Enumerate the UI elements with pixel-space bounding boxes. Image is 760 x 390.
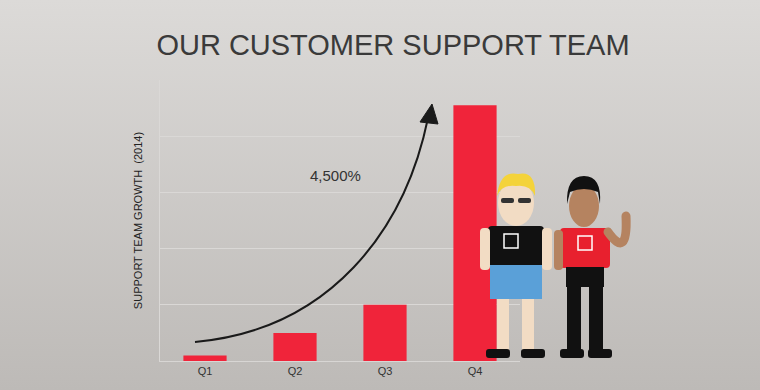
svg-text:Q4: Q4 xyxy=(468,365,483,377)
svg-text:OUR CUSTOMER SUPPORT TEAM: OUR CUSTOMER SUPPORT TEAM xyxy=(156,29,629,61)
svg-text:Q1: Q1 xyxy=(198,365,213,377)
svg-text:SUPPORT TEAM GROWTH (2014): SUPPORT TEAM GROWTH (2014) xyxy=(132,132,144,309)
svg-text:4,500%: 4,500% xyxy=(310,167,361,184)
svg-text:Q3: Q3 xyxy=(378,365,393,377)
svg-text:Q2: Q2 xyxy=(288,365,303,377)
